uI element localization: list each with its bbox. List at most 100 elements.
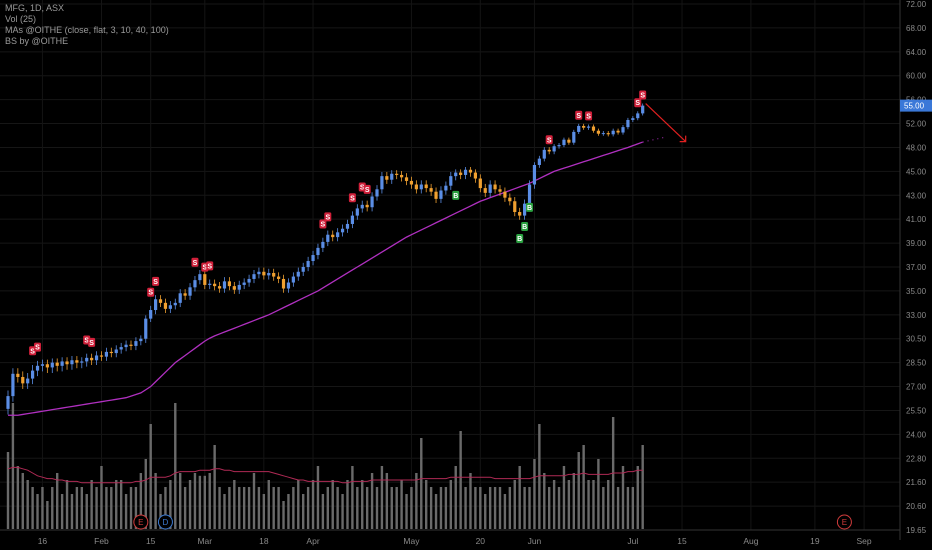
volume-bar: [607, 480, 610, 529]
volume-bar: [626, 487, 630, 529]
time-tick-label: Feb: [94, 536, 109, 546]
signal-label: S: [89, 340, 94, 347]
price-axis[interactable]: 72.0068.0064.0060.0056.0052.0048.0045.00…: [899, 0, 932, 540]
volume-ma-line: [7, 466, 643, 484]
price-tick-label: 72.00: [906, 0, 927, 9]
candle-body: [439, 190, 443, 199]
volume-bar: [223, 494, 226, 529]
volume-bar: [21, 473, 24, 529]
symbol-line[interactable]: MFG, 1D, ASX: [5, 3, 65, 13]
candle-body: [11, 373, 15, 397]
event-marker-label: E: [138, 518, 143, 527]
volume-bar: [518, 466, 521, 529]
volume-bar: [533, 459, 536, 529]
volume-bar: [164, 487, 167, 529]
candle-body: [50, 362, 54, 368]
candle-body: [449, 176, 453, 186]
volume-bar: [139, 473, 143, 529]
time-tick-label: Jun: [528, 536, 542, 546]
time-tick-label: 19: [810, 536, 820, 546]
signal-badge: [516, 233, 524, 243]
candle-body: [503, 191, 507, 198]
signal-label: S: [640, 92, 645, 99]
moving-average-line: [8, 136, 665, 416]
volume-indicator-line[interactable]: Vol (25): [5, 14, 37, 24]
volume-bar: [616, 487, 620, 529]
candle-body: [16, 373, 20, 377]
candle-body: [35, 365, 40, 371]
sell-signal: S: [206, 261, 214, 271]
event-marker-circle: [836, 514, 852, 530]
time-tick-label: Aug: [743, 536, 758, 546]
volume-bar: [16, 466, 20, 529]
candle-body: [242, 282, 246, 285]
volume-bar: [198, 475, 202, 529]
candle-body: [380, 176, 384, 190]
candle-body: [409, 180, 414, 185]
candle-body: [375, 189, 379, 197]
bs-indicator-line[interactable]: BS by @OITHE: [5, 36, 69, 46]
volume-bar: [341, 494, 344, 529]
event-marker[interactable]: E: [133, 514, 149, 530]
signal-label: S: [360, 184, 365, 191]
volume-bar: [395, 487, 398, 529]
candle-body: [434, 191, 438, 199]
volume-bar: [41, 487, 44, 529]
signal-badge: [585, 111, 593, 121]
volume-bar: [503, 494, 507, 529]
volume-bar: [247, 487, 251, 529]
volume-bar: [434, 494, 438, 529]
volume-bar: [95, 487, 98, 529]
time-tick-label: 16: [38, 536, 48, 546]
volume-bar: [331, 480, 334, 529]
volume-bar: [267, 480, 270, 529]
candle-body: [611, 130, 615, 135]
signal-label: S: [84, 338, 89, 345]
signal-badge: [575, 110, 583, 120]
candle-body: [144, 318, 148, 339]
sell-signal: S: [88, 337, 96, 347]
volume-bar: [621, 466, 625, 529]
event-marker[interactable]: D: [157, 514, 173, 530]
candle-body: [247, 278, 251, 283]
candle-body: [419, 184, 423, 190]
volume-bar: [543, 473, 546, 529]
candle-body: [208, 283, 212, 285]
candle-body: [163, 302, 168, 309]
buy-signal: B: [516, 233, 524, 243]
volume-bar: [282, 501, 285, 529]
candle-body: [557, 145, 561, 147]
candle-body: [193, 280, 197, 288]
candle-body: [336, 232, 340, 238]
volume-bar: [188, 480, 192, 529]
candle-body: [21, 376, 25, 384]
time-axis[interactable]: 16 Feb 15 Mar 18 Apr May 20 Jun Jul 15 Aug 19 Sep: [0, 529, 900, 546]
event-marker[interactable]: E: [836, 514, 852, 530]
volume-bar: [11, 403, 15, 529]
candle-body: [262, 271, 266, 276]
sell-signal: S: [319, 219, 327, 229]
volume-bar: [75, 487, 79, 529]
candle-body: [109, 351, 113, 354]
volume-bar: [119, 480, 123, 529]
volume-bar: [316, 466, 320, 529]
volume-bar: [262, 494, 266, 529]
candle-body: [478, 178, 482, 189]
volume-bar: [548, 487, 551, 529]
signal-label: S: [153, 279, 158, 286]
signal-badge: [639, 90, 647, 100]
volume-bar: [26, 480, 29, 529]
candle-body: [498, 189, 502, 192]
ma-indicator-line[interactable]: MAs @OITHE (close, flat, 3, 10, 40, 100): [5, 25, 169, 35]
candle-body: [139, 338, 143, 342]
last-price-label: 55.00: [904, 102, 925, 111]
volume-bar: [297, 480, 300, 529]
signal-badge: [634, 98, 642, 108]
volume-bar: [464, 487, 467, 529]
volume-bar: [115, 480, 118, 529]
signal-label: S: [193, 260, 198, 267]
sell-signal: S: [147, 287, 155, 297]
price-tick-label: 64.00: [906, 48, 927, 57]
